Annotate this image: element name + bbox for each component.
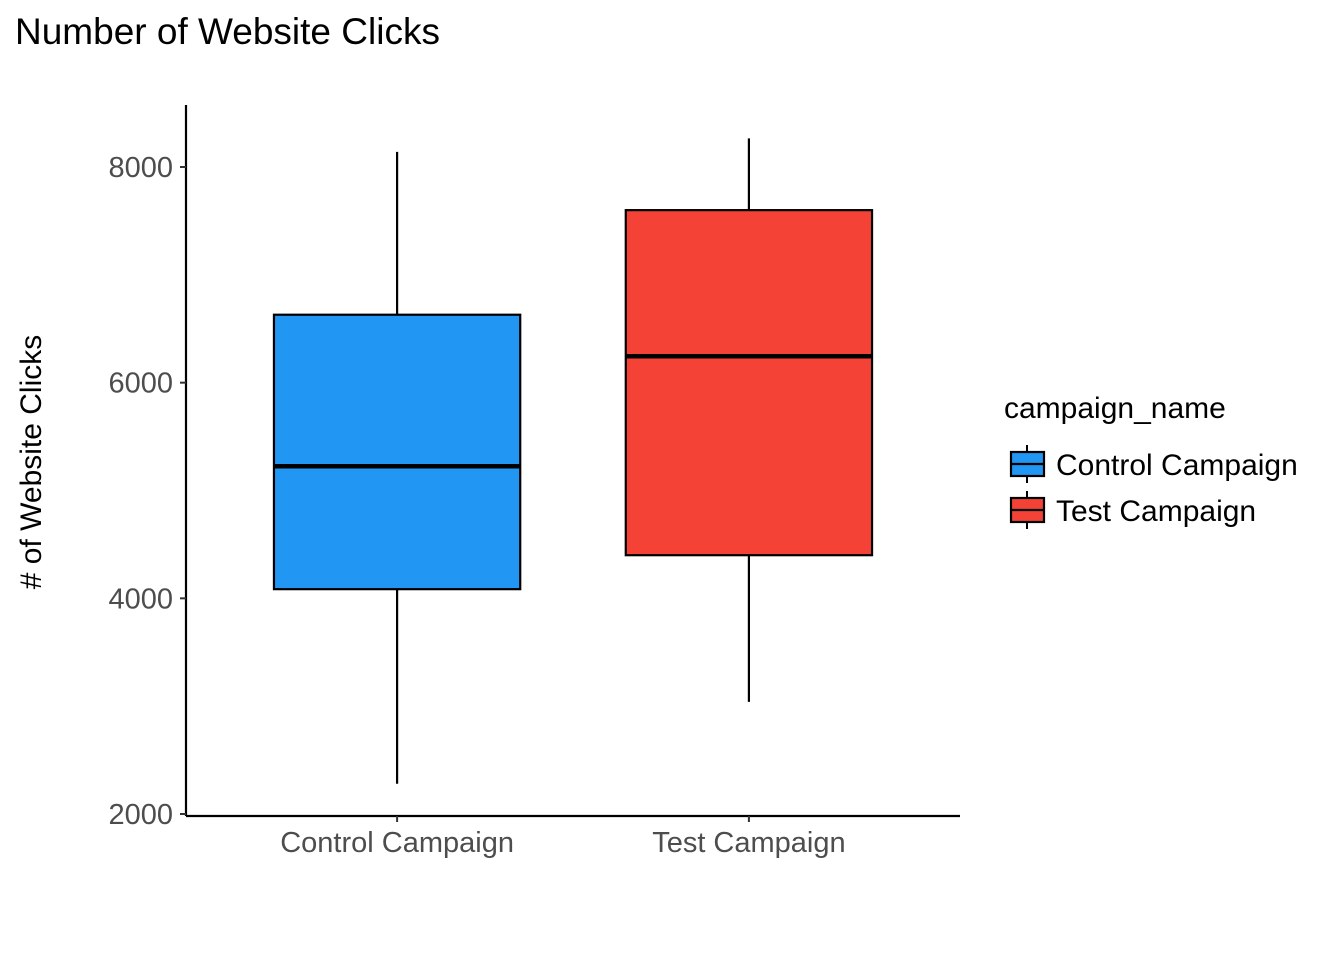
legend-label: Control Campaign [1056, 449, 1298, 482]
legend: campaign_name Control Campaign Test Campa… [1004, 392, 1298, 529]
y-axis-ticks: 2000 4000 6000 8000 [108, 152, 186, 831]
legend-label: Test Campaign [1056, 495, 1256, 528]
legend-item: Test Campaign [1009, 491, 1256, 529]
box-control-campaign [272, 151, 522, 784]
y-tick-label: 6000 [108, 368, 173, 400]
x-axis-ticks: Control Campaign Test Campaign [280, 816, 846, 859]
legend-item: Control Campaign [1009, 445, 1298, 483]
y-tick-label: 2000 [108, 799, 173, 831]
y-axis-title: # of Website Clicks [15, 335, 48, 590]
legend-title: campaign_name [1004, 392, 1226, 425]
box-body [624, 209, 874, 557]
y-tick-label: 8000 [108, 152, 173, 184]
chart-title: Number of Website Clicks [15, 11, 440, 52]
box-body [272, 313, 522, 591]
plot-area [272, 138, 874, 784]
box-test-campaign [624, 138, 874, 702]
x-tick-label: Test Campaign [652, 827, 845, 859]
x-tick-label: Control Campaign [280, 827, 514, 859]
y-tick-label: 4000 [108, 583, 173, 615]
